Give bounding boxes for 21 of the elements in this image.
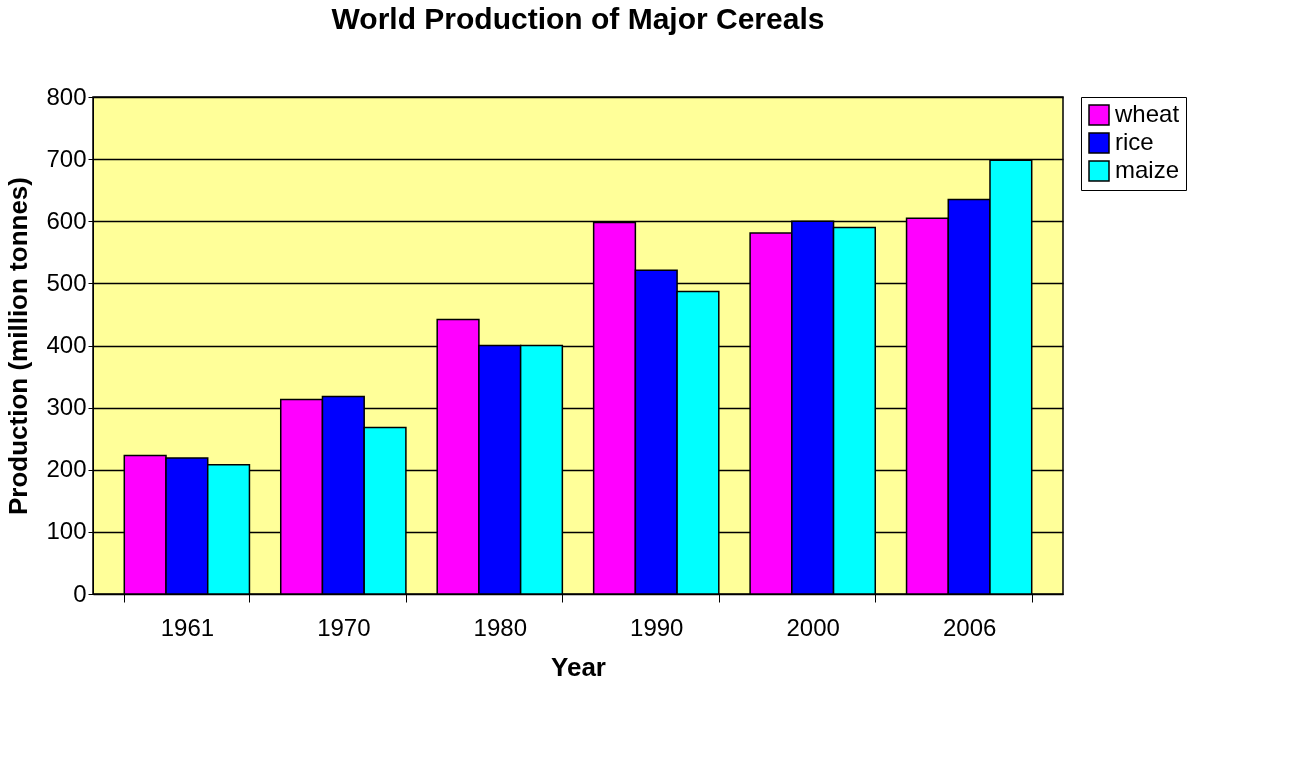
y-tick-label: 300 [46, 393, 87, 421]
x-tick-label: 2006 [942, 613, 997, 641]
x-tick-label: 1990 [630, 613, 684, 641]
y-tick-label: 600 [46, 206, 87, 234]
chart-title: World Production of Major Cereals [331, 2, 825, 35]
y-tick-label: 500 [46, 268, 87, 296]
y-axis-title: Production (million tonnes) [3, 177, 34, 515]
x-tick-label: 1970 [317, 613, 371, 641]
x-tick-label: 1961 [160, 613, 215, 641]
y-tick-label: 800 [46, 82, 87, 110]
legend-label: rice [1115, 128, 1154, 155]
y-tick-label: 100 [46, 517, 87, 545]
y-tick-label: 700 [46, 144, 87, 172]
x-tick-label: 2000 [786, 613, 840, 641]
y-tick-label: 400 [46, 331, 87, 358]
x-axis-title: Year [551, 651, 606, 682]
x-tick-label: 1980 [473, 613, 527, 641]
legend-label: maize [1115, 156, 1180, 183]
y-tick-label: 200 [46, 455, 87, 483]
legend-label: wheat [1114, 100, 1180, 127]
y-tick-label: 0 [73, 579, 87, 607]
